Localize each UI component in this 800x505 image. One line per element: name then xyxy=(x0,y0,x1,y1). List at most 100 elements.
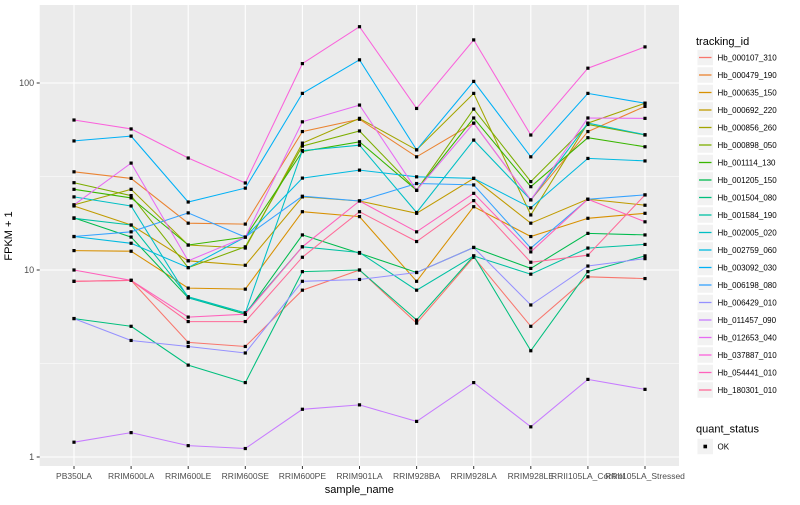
data-point xyxy=(300,149,304,153)
data-point xyxy=(586,377,590,381)
data-point xyxy=(72,139,76,143)
data-point xyxy=(72,170,76,174)
data-point xyxy=(186,211,190,215)
data-point xyxy=(72,181,76,185)
data-point xyxy=(243,319,247,324)
data-point xyxy=(129,249,133,253)
data-point xyxy=(472,38,476,42)
data-point xyxy=(129,127,133,131)
data-point xyxy=(472,183,476,187)
data-point xyxy=(72,316,76,321)
data-point xyxy=(129,230,133,234)
data-point xyxy=(529,250,533,254)
data-point xyxy=(129,338,133,343)
data-point xyxy=(186,221,190,225)
data-point xyxy=(357,250,362,255)
legend-entry-quant: OK xyxy=(697,438,730,455)
data-point xyxy=(415,106,419,111)
data-point xyxy=(529,349,533,353)
data-point xyxy=(357,140,362,144)
data-point xyxy=(472,138,476,142)
data-point xyxy=(129,161,133,165)
data-point xyxy=(72,440,76,444)
data-point xyxy=(529,260,533,264)
data-point xyxy=(300,129,304,134)
data-point xyxy=(586,156,590,161)
data-point xyxy=(72,187,76,191)
legend-entry: Hb_001584_190 xyxy=(697,207,777,223)
legend-entry: Hb_011457_090 xyxy=(697,312,777,328)
data-point xyxy=(300,176,304,180)
data-point xyxy=(472,254,476,258)
data-point xyxy=(472,199,476,203)
data-point xyxy=(129,278,133,282)
data-point xyxy=(72,268,76,272)
data-point xyxy=(357,215,362,219)
data-point xyxy=(529,155,533,159)
data-point xyxy=(300,255,304,259)
data-point xyxy=(300,210,304,214)
data-point xyxy=(243,222,247,226)
legend-title-tracking-id: tracking_id xyxy=(696,36,749,48)
data-point xyxy=(472,107,476,111)
data-point xyxy=(472,116,476,120)
data-point xyxy=(643,211,647,215)
data-point xyxy=(129,204,133,208)
legend-label: Hb_000479_190 xyxy=(718,71,778,80)
x-tick-label: RRIM600PE xyxy=(279,471,327,481)
data-point xyxy=(129,431,133,435)
data-point xyxy=(472,176,476,180)
data-point xyxy=(586,197,590,201)
data-point xyxy=(415,188,419,192)
data-point xyxy=(129,223,133,227)
data-point xyxy=(300,141,304,145)
data-point xyxy=(643,254,647,258)
data-point xyxy=(643,145,647,149)
legend-label: Hb_006429_010 xyxy=(718,299,778,308)
data-point xyxy=(72,279,76,283)
data-point xyxy=(529,213,533,217)
data-point xyxy=(529,324,533,328)
data-point xyxy=(300,288,304,292)
legend-entry: Hb_000635_150 xyxy=(697,84,778,101)
data-point xyxy=(186,340,190,345)
legend-label: Hb_006198_080 xyxy=(718,281,778,290)
data-point xyxy=(129,324,133,328)
legend-label: Hb_012653_040 xyxy=(718,334,778,343)
data-point xyxy=(472,91,476,95)
black-square-marker-icon xyxy=(703,444,708,449)
data-point xyxy=(643,242,647,247)
legend-entry: Hb_000898_050 xyxy=(697,137,777,153)
x-tick-label: RRIM928LE xyxy=(508,471,555,481)
legend-entry: Hb_006198_080 xyxy=(697,277,778,293)
legend-label: Hb_000635_150 xyxy=(718,89,778,98)
data-point xyxy=(586,275,590,279)
data-point xyxy=(129,235,133,239)
data-point xyxy=(529,246,533,250)
data-point xyxy=(586,116,590,120)
data-point xyxy=(472,380,476,385)
data-point xyxy=(586,66,590,70)
data-point xyxy=(643,133,647,137)
data-point xyxy=(357,403,362,407)
data-point xyxy=(357,210,362,214)
data-point xyxy=(129,241,133,245)
legend-label: Hb_000692_220 xyxy=(718,106,778,115)
data-point xyxy=(643,387,647,391)
data-point xyxy=(186,286,190,290)
legend-entry: Hb_003092_030 xyxy=(697,259,777,276)
data-point xyxy=(472,79,476,83)
data-point xyxy=(300,233,304,237)
legend-entry: Hb_054441_010 xyxy=(697,364,777,381)
legend-title-quant-status: quant_status xyxy=(696,424,759,436)
legend-entry: Hb_180301_010 xyxy=(697,382,777,398)
data-point xyxy=(586,264,590,268)
data-point xyxy=(72,203,76,207)
data-point xyxy=(529,425,533,429)
legend-label: Hb_037887_010 xyxy=(718,351,778,360)
x-tick-label: RRIM928BA xyxy=(393,471,441,481)
data-point xyxy=(643,193,647,197)
data-point xyxy=(415,148,419,152)
data-point xyxy=(243,380,247,385)
data-point xyxy=(186,315,190,319)
